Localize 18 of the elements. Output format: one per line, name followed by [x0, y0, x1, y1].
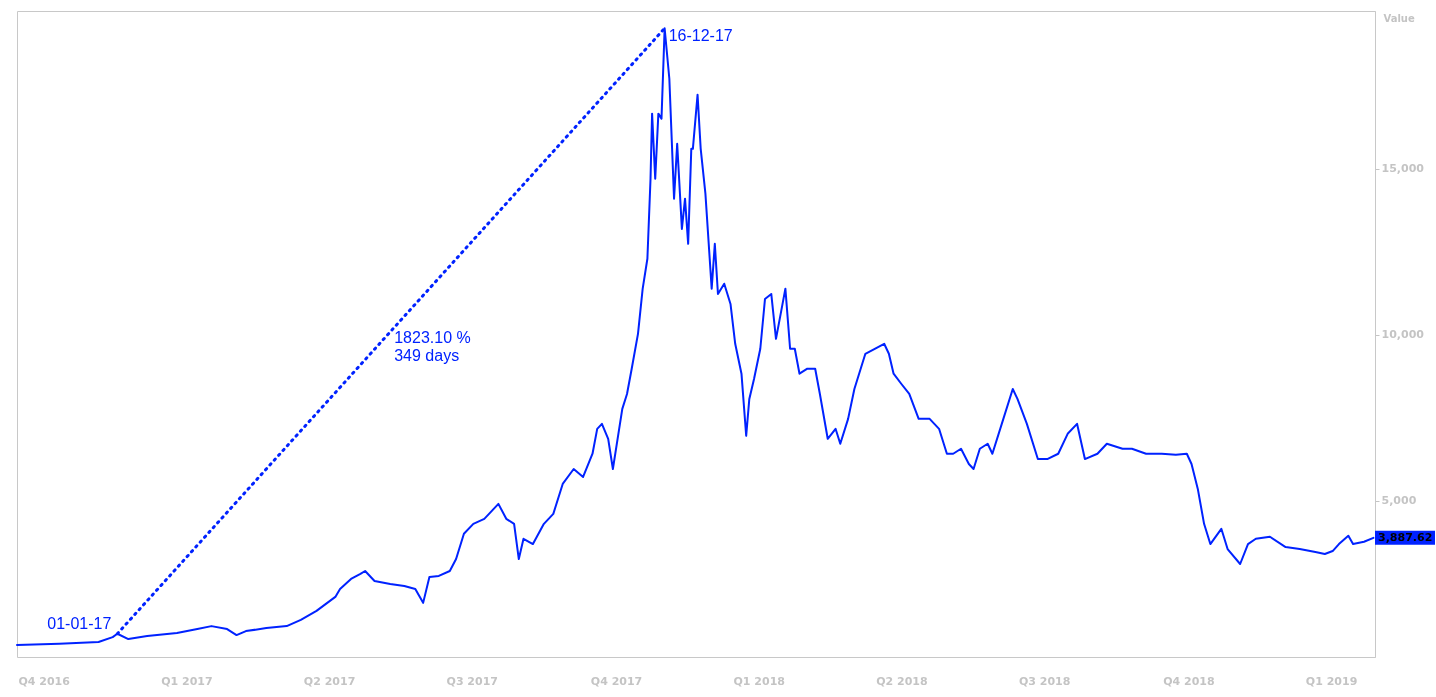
x-tick-label: Q4 2017 [590, 674, 643, 688]
x-tick-label: Q1 2018 [733, 674, 785, 688]
annotation: 16-12-17 [668, 27, 733, 45]
x-tick-label: Q2 2017 [303, 674, 356, 688]
y-tick-label: 15,000 [1381, 162, 1425, 176]
x-tick-label: Q1 2019 [1305, 674, 1358, 688]
annotation: 3,887.62 [1378, 530, 1433, 544]
annotation: 1823.10 % 349 days [394, 329, 471, 365]
y-axis-title: Value [1383, 12, 1415, 24]
x-tick-label: Q4 2018 [1163, 674, 1215, 688]
annotation: 01-01-17 [47, 614, 112, 632]
x-tick-label: Q4 2016 [18, 674, 71, 688]
x-tick-label: Q1 2017 [161, 674, 213, 688]
y-tick-label: 5,000 [1381, 494, 1417, 508]
x-tick-label: Q2 2018 [876, 674, 928, 688]
y-tick-label: 10,000 [1381, 328, 1425, 342]
x-tick-label: Q3 2018 [1018, 674, 1071, 688]
x-tick-label: Q3 2017 [446, 674, 498, 688]
